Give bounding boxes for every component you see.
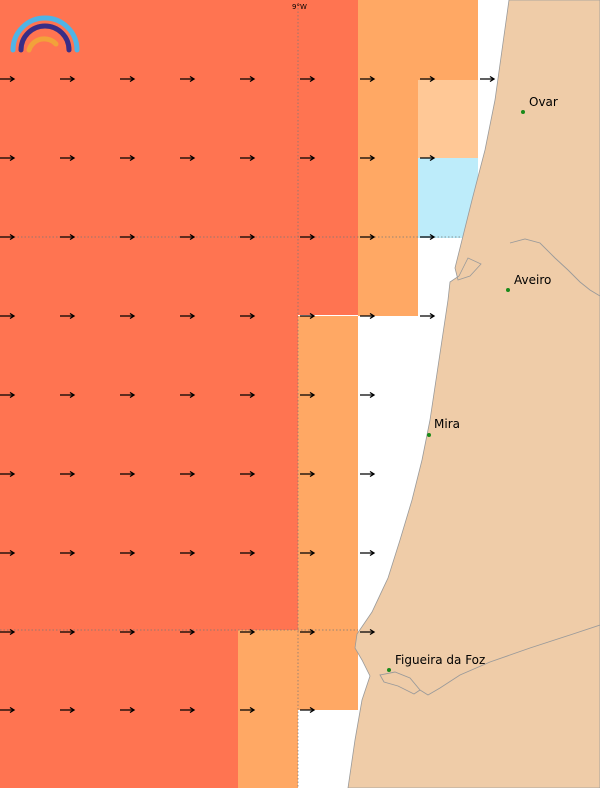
cell-medium — [238, 630, 298, 788]
current-arrow-icon — [420, 312, 436, 320]
land-mass — [347, 0, 600, 788]
current-arrow-icon — [240, 391, 256, 399]
current-arrow-icon — [120, 549, 136, 557]
current-arrow-icon — [300, 75, 316, 83]
current-arrow-icon — [300, 233, 316, 241]
city-dot — [427, 433, 431, 437]
current-arrows — [0, 75, 496, 714]
current-arrow-icon — [240, 706, 256, 714]
current-arrow-icon — [0, 154, 16, 162]
current-arrow-icon — [0, 628, 16, 636]
current-arrow-icon — [0, 75, 16, 83]
rainbow-logo-icon — [10, 15, 80, 53]
current-arrow-icon — [60, 75, 76, 83]
current-arrow-icon — [60, 549, 76, 557]
current-arrow-icon — [300, 706, 316, 714]
current-arrow-icon — [180, 75, 196, 83]
current-arrow-icon — [60, 628, 76, 636]
current-arrow-icon — [360, 549, 376, 557]
current-arrow-icon — [300, 391, 316, 399]
cell-medium — [298, 316, 358, 710]
current-arrow-icon — [360, 233, 376, 241]
current-arrow-icon — [300, 312, 316, 320]
city-label: Figueira da Foz — [395, 653, 485, 667]
current-arrow-icon — [180, 312, 196, 320]
city-figueira-da-foz[interactable]: Figueira da Foz — [387, 653, 485, 672]
current-arrow-icon — [420, 233, 436, 241]
city-dot — [387, 668, 391, 672]
current-arrow-icon — [240, 233, 256, 241]
current-arrow-icon — [60, 154, 76, 162]
city-dot — [506, 288, 510, 292]
current-arrow-icon — [180, 233, 196, 241]
current-arrow-icon — [0, 470, 16, 478]
current-arrow-icon — [300, 549, 316, 557]
current-arrow-icon — [120, 154, 136, 162]
current-arrow-icon — [240, 312, 256, 320]
city-aveiro[interactable]: Aveiro — [506, 273, 551, 292]
current-arrow-icon — [240, 75, 256, 83]
cell-strong — [0, 315, 298, 630]
current-arrow-icon — [0, 233, 16, 241]
current-arrow-icon — [60, 312, 76, 320]
current-arrow-icon — [0, 312, 16, 320]
current-arrow-icon — [0, 391, 16, 399]
meridian-label: 9°W — [292, 3, 307, 11]
cell-medium — [358, 80, 418, 316]
current-arrow-icon — [60, 391, 76, 399]
graticule — [0, 8, 462, 788]
sea-cells — [0, 0, 478, 788]
current-arrow-icon — [180, 706, 196, 714]
current-arrow-icon — [120, 470, 136, 478]
cell-strong — [0, 0, 358, 315]
city-ovar[interactable]: Ovar — [521, 95, 558, 114]
current-arrow-icon — [180, 549, 196, 557]
current-arrow-icon — [480, 75, 496, 83]
current-arrow-icon — [360, 628, 376, 636]
current-arrow-icon — [120, 391, 136, 399]
current-arrow-icon — [120, 233, 136, 241]
city-label: Aveiro — [514, 273, 551, 287]
logo-arc-outer — [10, 15, 80, 53]
current-arrow-icon — [240, 628, 256, 636]
current-arrow-icon — [360, 312, 376, 320]
current-arrow-icon — [360, 470, 376, 478]
current-arrow-icon — [240, 549, 256, 557]
current-arrow-icon — [360, 75, 376, 83]
city-label: Ovar — [529, 95, 558, 109]
current-arrow-icon — [60, 470, 76, 478]
current-arrow-icon — [180, 470, 196, 478]
city-mira[interactable]: Mira — [427, 417, 460, 437]
cell-light — [418, 80, 478, 158]
city-dot — [521, 110, 525, 114]
current-arrow-icon — [60, 706, 76, 714]
current-arrow-icon — [360, 154, 376, 162]
current-arrow-icon — [420, 75, 436, 83]
current-arrow-icon — [300, 470, 316, 478]
current-arrow-icon — [120, 628, 136, 636]
logo-arc-inner — [26, 36, 59, 53]
current-arrow-icon — [240, 470, 256, 478]
current-arrow-icon — [60, 233, 76, 241]
current-arrow-icon — [300, 154, 316, 162]
current-arrow-icon — [120, 75, 136, 83]
current-arrow-icon — [0, 706, 16, 714]
current-arrow-icon — [180, 391, 196, 399]
current-arrow-icon — [120, 706, 136, 714]
city-label: Mira — [434, 417, 460, 431]
river-vouga — [509, 238, 600, 297]
current-arrow-icon — [420, 154, 436, 162]
cell-strong — [0, 630, 238, 788]
current-arrow-icon — [300, 628, 316, 636]
current-arrow-icon — [0, 549, 16, 557]
logo-arc-middle — [18, 23, 72, 53]
current-arrow-icon — [120, 312, 136, 320]
current-arrow-icon — [360, 391, 376, 399]
current-arrow-icon — [240, 154, 256, 162]
current-arrow-icon — [180, 628, 196, 636]
estuary-mondego — [379, 624, 600, 696]
cell-medium — [358, 0, 478, 80]
current-arrow-icon — [180, 154, 196, 162]
